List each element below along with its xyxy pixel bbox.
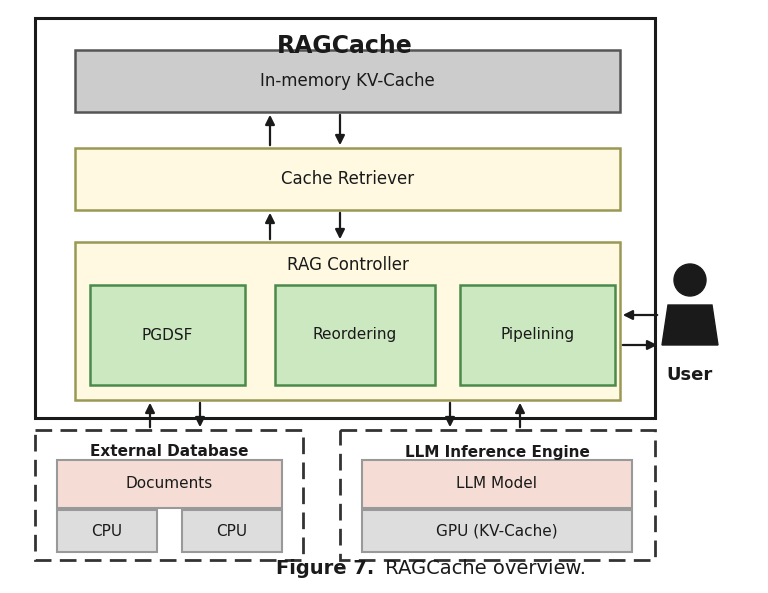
Text: LLM Inference Engine: LLM Inference Engine [405, 445, 590, 460]
Text: External Database: External Database [90, 445, 248, 460]
Bar [75, 242, 620, 400]
Text: User: User [667, 366, 713, 384]
Text: RAGCache overview.: RAGCache overview. [379, 559, 586, 578]
Bar [35, 18, 655, 418]
Bar [362, 460, 632, 508]
Bar [182, 510, 282, 552]
Bar [57, 460, 282, 508]
Bar [90, 285, 245, 385]
Bar [75, 50, 620, 112]
Text: RAGCache: RAGCache [277, 34, 413, 58]
Text: PGDSF: PGDSF [142, 327, 194, 343]
Circle shape [674, 264, 706, 296]
Text: Figure 7.: Figure 7. [276, 559, 374, 578]
Text: RAG Controller: RAG Controller [287, 256, 409, 274]
Bar [275, 285, 435, 385]
Text: Pipelining: Pipelining [501, 327, 574, 343]
Bar [362, 510, 632, 552]
Bar [75, 148, 620, 210]
Text: CPU: CPU [91, 524, 123, 538]
Text: LLM Model: LLM Model [456, 477, 538, 492]
Text: GPU (KV-Cache): GPU (KV-Cache) [436, 524, 558, 538]
Polygon shape [662, 305, 718, 345]
Text: CPU: CPU [217, 524, 247, 538]
Text: In-memory KV-Cache: In-memory KV-Cache [260, 72, 435, 90]
Bar [35, 430, 303, 560]
Text: Reordering: Reordering [313, 327, 397, 343]
Bar [57, 510, 157, 552]
Text: Cache Retriever: Cache Retriever [281, 170, 414, 188]
Text: Documents: Documents [126, 477, 214, 492]
Bar [460, 285, 615, 385]
Bar [340, 430, 655, 560]
